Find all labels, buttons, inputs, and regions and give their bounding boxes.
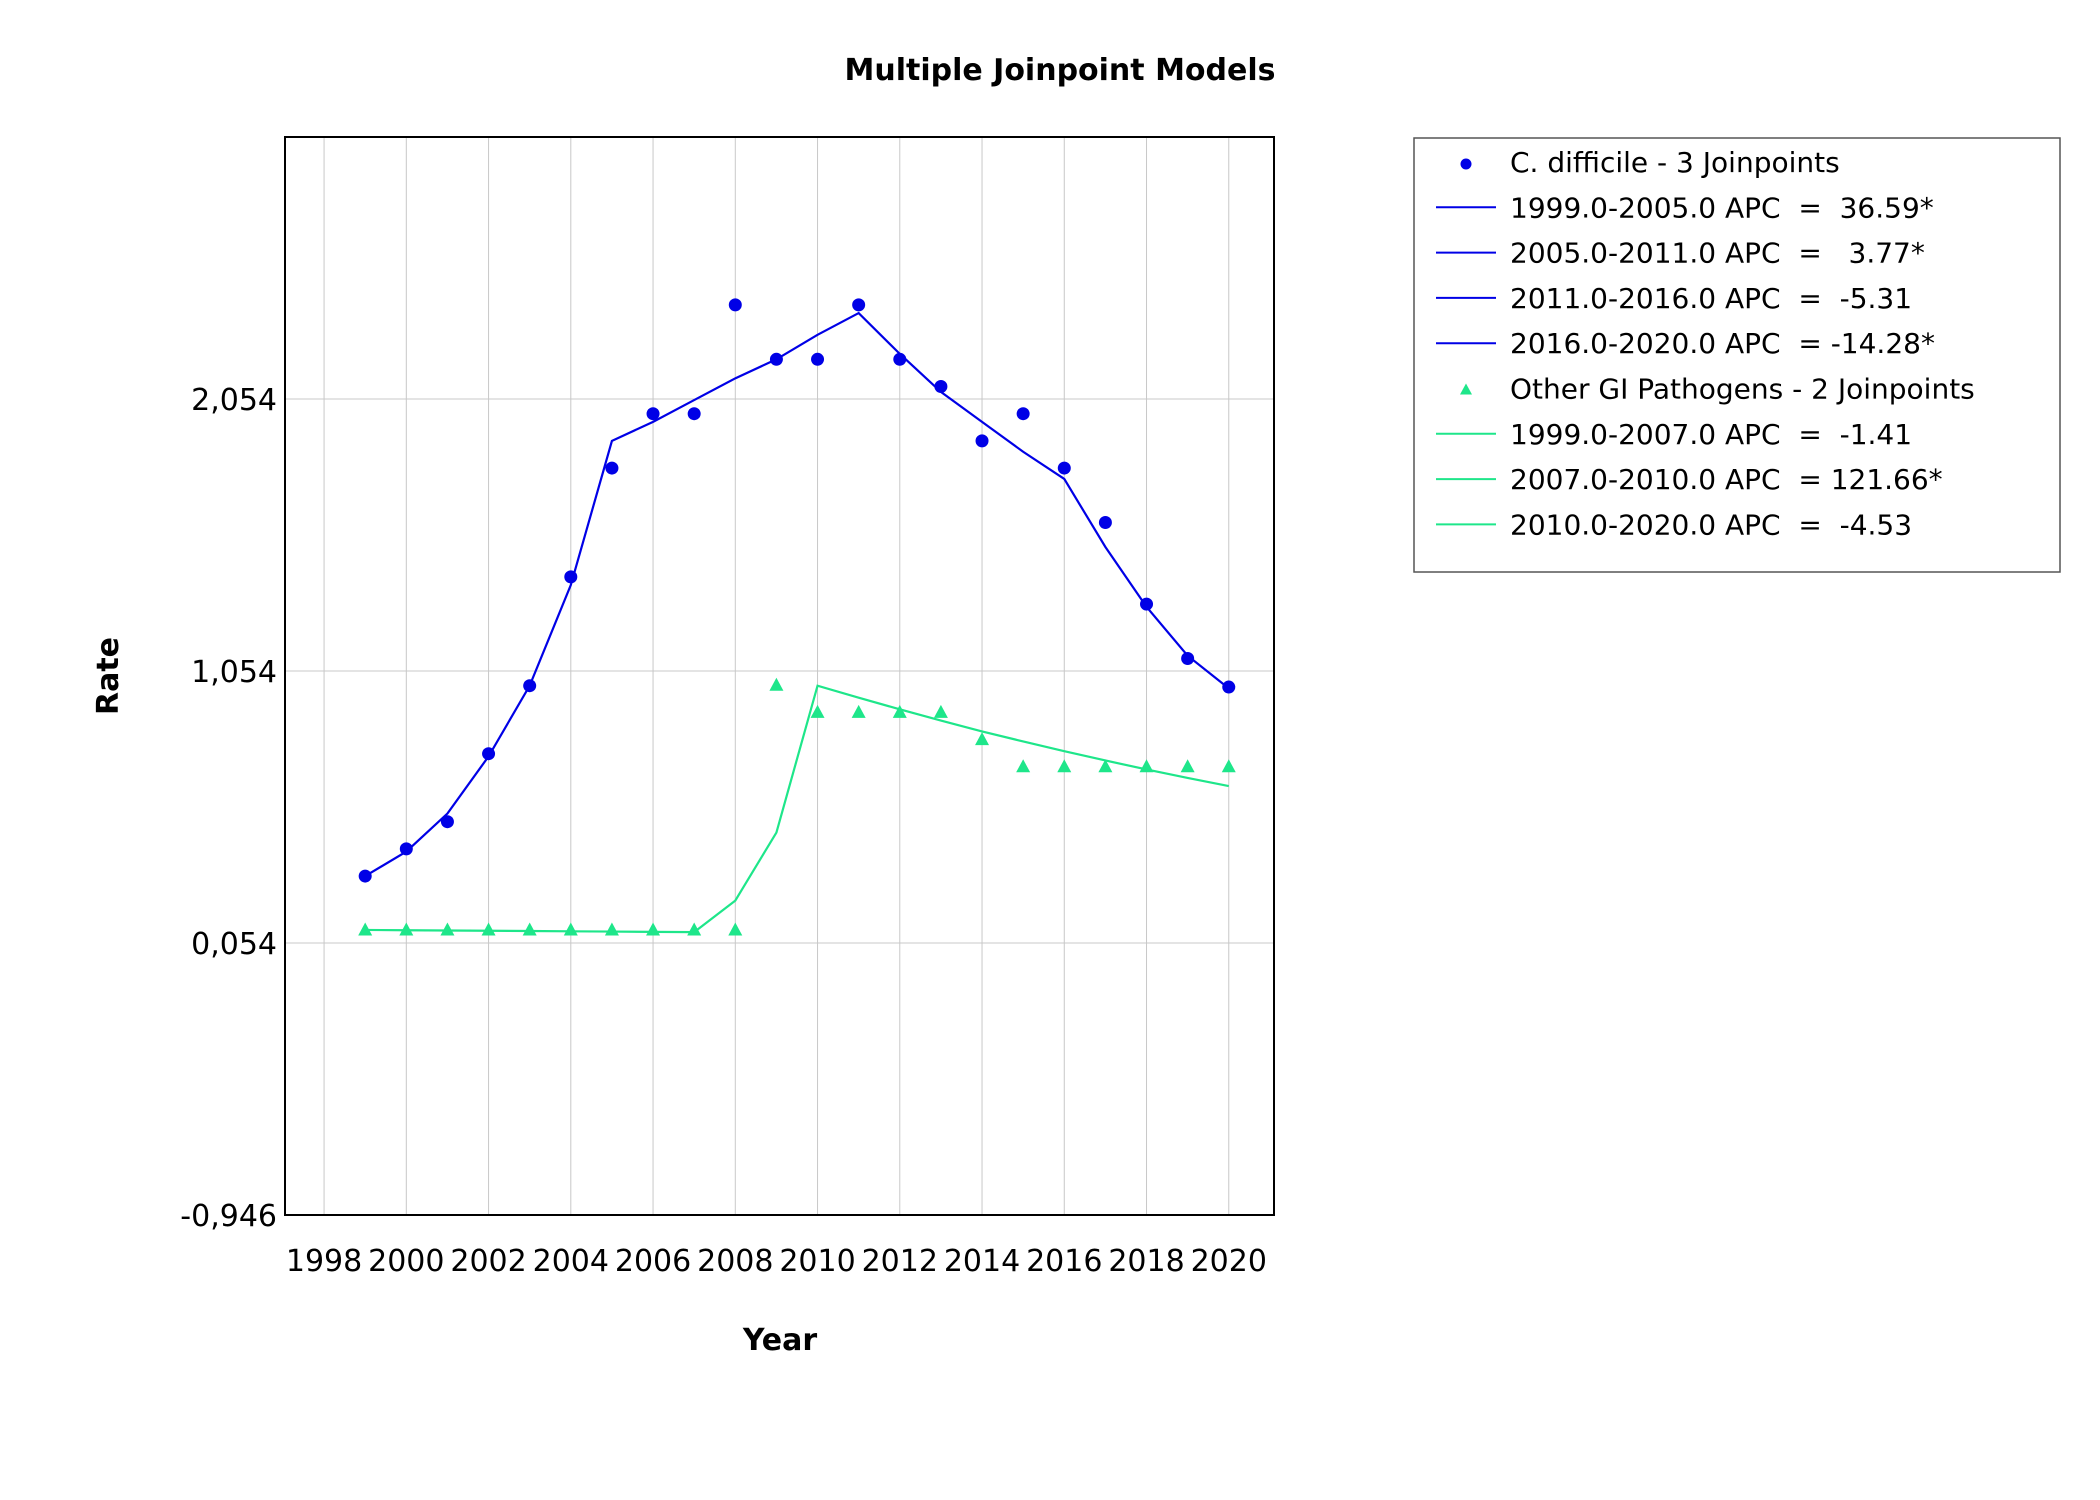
data-point xyxy=(769,352,783,366)
legend-items: C. difficile - 3 Joinpoints 1999.0-2005.0… xyxy=(1436,146,1975,541)
y-tick-label: -0,946 xyxy=(180,1199,277,1234)
data-point xyxy=(933,704,948,718)
data-point xyxy=(975,732,990,746)
data-point xyxy=(1221,759,1236,773)
data-point xyxy=(893,352,907,366)
data-point xyxy=(1222,680,1236,694)
legend-segment-label: 1999.0-2007.0 APC = -1.41 xyxy=(1510,418,1912,451)
data-point xyxy=(1016,759,1031,773)
data-point xyxy=(728,922,743,936)
x-tick-label: 2012 xyxy=(862,1244,938,1279)
data-point xyxy=(358,869,372,883)
series-0 xyxy=(358,298,1236,883)
data-point xyxy=(1098,515,1112,529)
legend-segment-label: 2016.0-2020.0 APC = -14.28* xyxy=(1510,327,1935,360)
y-tick-label: 1,054 xyxy=(191,655,277,690)
legend-series-name: C. difficile - 3 Joinpoints xyxy=(1510,146,1840,179)
legend-marker-triangle xyxy=(1460,383,1472,395)
data-point xyxy=(1016,407,1030,421)
series-1 xyxy=(358,677,1236,936)
data-point xyxy=(563,922,578,936)
data-point xyxy=(687,922,702,936)
x-tick-label: 2016 xyxy=(1026,1244,1102,1279)
x-tick-label: 2002 xyxy=(450,1244,526,1279)
data-point xyxy=(604,922,619,936)
legend-box xyxy=(1413,137,2061,573)
data-point xyxy=(1139,759,1154,773)
x-tick-label: 2008 xyxy=(697,1244,773,1279)
chart-title: Multiple Joinpoint Models xyxy=(844,53,1275,88)
fitted-line-series-0 xyxy=(364,311,1230,878)
x-axis-title: Year xyxy=(742,1323,818,1358)
data-point xyxy=(564,570,578,584)
data-point xyxy=(481,922,496,936)
data-point xyxy=(440,815,454,829)
data-point xyxy=(975,434,989,448)
data-point xyxy=(852,298,866,312)
data-point xyxy=(1140,597,1154,611)
legend-segment-label: 2005.0-2011.0 APC = 3.77* xyxy=(1510,237,1925,270)
x-tick-label: 2000 xyxy=(368,1244,444,1279)
x-tick-label: 2004 xyxy=(533,1244,609,1279)
data-point xyxy=(728,298,742,312)
legend-segment-label: 2011.0-2016.0 APC = -5.31 xyxy=(1510,282,1912,315)
data-point xyxy=(892,704,907,718)
x-tick-label: 2010 xyxy=(779,1244,855,1279)
legend-segment-label: 2010.0-2020.0 APC = -4.53 xyxy=(1510,508,1912,541)
plot-frame xyxy=(284,136,1275,1216)
data-point xyxy=(1098,759,1113,773)
data-point xyxy=(646,407,660,421)
grid-lines xyxy=(285,137,1274,1215)
data-point xyxy=(399,842,413,856)
data-point xyxy=(1180,759,1195,773)
legend-series-name: Other GI Pathogens - 2 Joinpoints xyxy=(1510,373,1975,406)
data-point xyxy=(399,922,414,936)
x-tick-label: 2014 xyxy=(944,1244,1020,1279)
data-point xyxy=(851,704,866,718)
data-point xyxy=(1057,461,1071,475)
data-point xyxy=(440,922,455,936)
data-point xyxy=(810,704,825,718)
tick-labels: 1998 2000 2002 2004 2006 2008 2010 2012 2014 2016… xyxy=(180,383,1267,1279)
series-layer xyxy=(358,298,1236,936)
x-tick-label: 2006 xyxy=(615,1244,691,1279)
legend-segment-label: 1999.0-2005.0 APC = 36.59* xyxy=(1510,191,1934,224)
data-point xyxy=(646,922,661,936)
data-point xyxy=(1181,651,1195,665)
y-tick-label: 2,054 xyxy=(191,383,277,418)
data-point xyxy=(769,677,784,691)
data-point xyxy=(482,747,496,761)
data-point xyxy=(687,407,701,421)
y-tick-label: 0,054 xyxy=(191,927,277,962)
legend-segment-label: 2007.0-2010.0 APC = 121.66* xyxy=(1510,463,1943,496)
data-point xyxy=(523,679,537,693)
x-tick-label: 1998 xyxy=(286,1244,362,1279)
fitted-line-series-1 xyxy=(365,684,1229,934)
data-point xyxy=(1057,759,1072,773)
data-point xyxy=(934,379,948,393)
legend: C. difficile - 3 Joinpoints 1999.0-2005.0… xyxy=(1413,137,2061,573)
legend-marker-circle xyxy=(1460,158,1472,170)
x-tick-label: 2020 xyxy=(1191,1244,1267,1279)
data-point xyxy=(358,922,373,936)
data-point xyxy=(605,461,619,475)
data-point xyxy=(522,922,537,936)
data-point xyxy=(811,352,825,366)
y-axis-title: Rate xyxy=(91,637,126,715)
x-tick-label: 2018 xyxy=(1108,1244,1184,1279)
